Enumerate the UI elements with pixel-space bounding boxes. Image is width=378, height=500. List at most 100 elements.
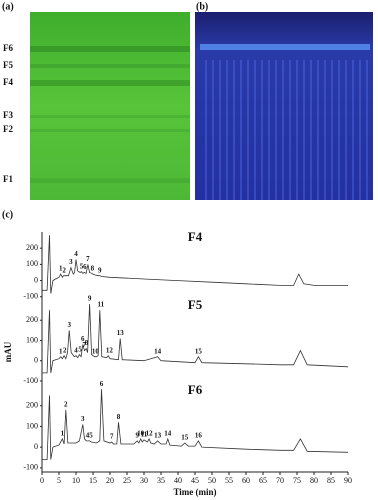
peak-label: 3 [81, 415, 85, 423]
peak-label: 10 [92, 347, 100, 355]
peak-label: 14 [164, 429, 172, 437]
chart-title: F5 [188, 297, 203, 312]
chart-title: F6 [188, 382, 203, 397]
peak-label: 11 [141, 431, 148, 439]
x-axis-label: Time (min) [173, 487, 216, 497]
band-label: F1 [3, 174, 13, 184]
y-tick-label: 100 [26, 335, 38, 344]
peak-label: 4 [74, 346, 78, 354]
band [30, 46, 190, 52]
x-tick-label: 50 [208, 476, 216, 485]
x-tick-label: 25 [123, 476, 131, 485]
x-tick-label: 15 [89, 476, 97, 485]
x-tick-label: 0 [40, 476, 44, 485]
peak-label: 1 [59, 265, 63, 273]
y-tick-label: 0 [34, 356, 38, 365]
peak-label: 5 [78, 345, 82, 353]
peak-label: 7 [82, 341, 86, 349]
chromatogram-trace [42, 235, 348, 294]
band [30, 115, 190, 118]
peak-label: 3 [67, 321, 71, 329]
band [200, 44, 370, 50]
peak-label: 6 [81, 335, 85, 343]
y-tick-label: -100 [23, 292, 38, 301]
lanes [200, 60, 370, 200]
x-tick-label: 75 [293, 476, 301, 485]
x-tick-label: 10 [72, 476, 80, 485]
band [30, 178, 190, 183]
x-tick-label: 70 [276, 476, 284, 485]
x-tick-label: 60 [242, 476, 250, 485]
x-tick-label: 20 [106, 476, 114, 485]
band [30, 129, 190, 132]
peak-label: 2 [64, 400, 68, 408]
peak-label: 8 [91, 265, 95, 273]
band-label: F6 [3, 43, 13, 53]
peak-label: 10 [137, 429, 145, 437]
peak-label: 14 [154, 347, 162, 355]
y-tick-label: -100 [23, 376, 38, 385]
peak-label: 13 [154, 432, 162, 440]
peak-label: 9 [135, 432, 139, 440]
peak-label: 12 [106, 346, 114, 354]
band-label: F2 [3, 124, 13, 134]
band-label: F5 [3, 60, 13, 70]
y-tick-label: 0 [34, 442, 38, 451]
panel-label: (c) [2, 209, 13, 220]
x-tick-label: 45 [191, 476, 199, 485]
plate [30, 12, 190, 200]
peak-label: 11 [98, 301, 105, 309]
band-label: F4 [3, 77, 13, 87]
y-tick-label: 200 [26, 315, 38, 324]
peak-label: 5 [80, 262, 84, 270]
peak-label: 9 [88, 295, 92, 303]
peak-label: 1 [61, 429, 65, 437]
x-tick-label: 30 [140, 476, 148, 485]
peak-label: 2 [63, 346, 67, 354]
y-axis-label: mAU [3, 341, 13, 362]
peak-label: 15 [195, 347, 203, 355]
x-tick-label: 90 [344, 476, 352, 485]
peak-label: 8 [85, 339, 89, 347]
band [30, 80, 190, 86]
x-tick-label: 40 [174, 476, 182, 485]
y-tick-label: 200 [26, 243, 38, 252]
peak-label: 6 [100, 380, 104, 388]
chromatogram-trace [42, 303, 349, 374]
chromatogram-trace [42, 389, 349, 460]
band-label: F3 [3, 110, 13, 120]
y-tick-label: 100 [26, 421, 38, 430]
tlc-plate-green [30, 12, 190, 200]
peak-label: 16 [195, 432, 203, 440]
x-tick-label: 65 [259, 476, 267, 485]
y-tick-label: -100 [23, 463, 38, 472]
peak-label: 4 [86, 432, 90, 440]
x-tick-label: 55 [225, 476, 233, 485]
peak-label: 5 [89, 432, 93, 440]
x-tick-label: 80 [310, 476, 318, 485]
peak-label: 2 [62, 266, 66, 274]
band [30, 64, 190, 68]
panel-label: (b) [196, 1, 208, 12]
peak-label: 7 [86, 255, 90, 263]
peak-label: 4 [74, 250, 78, 258]
panel-label: (a) [2, 1, 14, 12]
peak-label: 6 [83, 263, 87, 271]
peak-label: 13 [117, 329, 125, 337]
tlc-plate-blue [195, 12, 373, 200]
y-tick-label: 200 [26, 401, 38, 410]
y-tick-label: 100 [26, 259, 38, 268]
x-tick-label: 85 [327, 476, 335, 485]
peak-label: 12 [146, 429, 154, 437]
peak-label: 3 [69, 258, 73, 266]
peak-label: 1 [59, 347, 63, 355]
chart-title: F4 [188, 229, 203, 244]
y-tick-label: 0 [34, 275, 38, 284]
peak-label: 8 [117, 413, 121, 421]
peak-label: 9 [98, 266, 102, 274]
x-tick-label: 5 [57, 476, 61, 485]
x-tick-label: 35 [157, 476, 165, 485]
peak-label: 7 [110, 433, 114, 441]
peak-label: 15 [181, 434, 189, 442]
